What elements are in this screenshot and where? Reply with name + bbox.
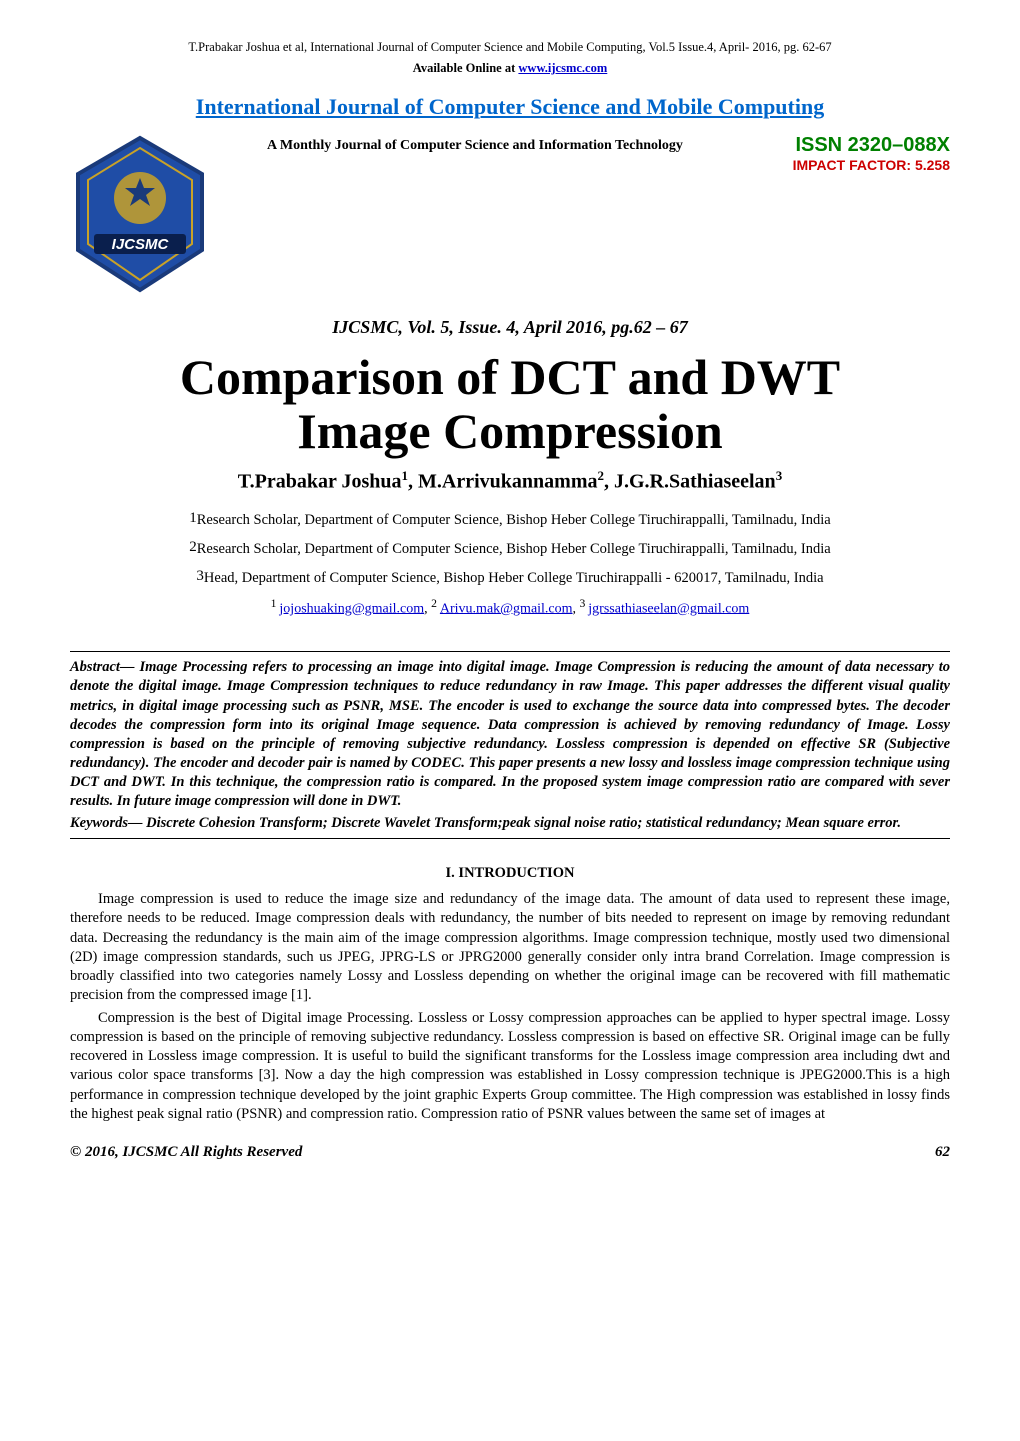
- emails: 1 jojoshuaking@gmail.com, 2 Arivu.mak@gm…: [70, 597, 950, 618]
- affiliation-1: 1Research Scholar, Department of Compute…: [70, 510, 950, 529]
- citation-line: IJCSMC, Vol. 5, Issue. 4, April 2016, pg…: [70, 317, 950, 338]
- email-2-link[interactable]: Arivu.mak@gmail.com: [440, 601, 573, 616]
- email-sep-2: ,: [573, 601, 580, 616]
- journal-title: International Journal of Computer Scienc…: [70, 94, 950, 120]
- ijcsmc-logo-icon: IJCSMC: [70, 134, 210, 294]
- keywords: Keywords— Discrete Cohesion Transform; D…: [70, 815, 950, 832]
- email-3-sup: 3: [580, 597, 589, 610]
- affil-3-text: Head, Department of Computer Science, Bi…: [204, 570, 824, 586]
- author-2: , M.Arrivukannamma: [408, 471, 597, 493]
- abstract: Abstract— Image Processing refers to pro…: [70, 658, 950, 811]
- author-3-sup: 3: [776, 468, 783, 483]
- rule-below-keywords: [70, 838, 950, 839]
- body-paragraph-2: Compression is the best of Digital image…: [70, 1009, 950, 1124]
- available-url-link[interactable]: www.ijcsmc.com: [518, 61, 607, 75]
- rule-above-abstract: [70, 651, 950, 652]
- author-3: , J.G.R.Sathiaseelan: [604, 471, 776, 493]
- svg-text:IJCSMC: IJCSMC: [112, 236, 170, 253]
- affil-2-num: 2: [189, 539, 197, 555]
- email-1-link[interactable]: jojoshuaking@gmail.com: [279, 601, 424, 616]
- author-1: T.Prabakar Joshua: [238, 471, 402, 493]
- page-number: 62: [935, 1144, 950, 1161]
- affil-1-text: Research Scholar, Department of Computer…: [197, 512, 831, 528]
- body-paragraph-1: Image compression is used to reduce the …: [70, 890, 950, 1005]
- affil-2-text: Research Scholar, Department of Computer…: [197, 541, 831, 557]
- paper-title-line1: Comparison of DCT and DWT: [180, 349, 840, 405]
- affil-3-num: 3: [196, 568, 204, 584]
- impact-factor: IMPACT FACTOR: 5.258: [740, 157, 950, 173]
- email-2-sup: 2: [431, 597, 440, 610]
- authors: T.Prabakar Joshua1, M.Arrivukannamma2, J…: [70, 468, 950, 494]
- running-head: T.Prabakar Joshua et al, International J…: [70, 40, 950, 55]
- affiliation-3: 3Head, Department of Computer Science, B…: [70, 568, 950, 587]
- email-3-link[interactable]: jgrssathiaseelan@gmail.com: [588, 601, 749, 616]
- issn: ISSN 2320–088X: [740, 134, 950, 157]
- paper-title-line2: Image Compression: [297, 403, 722, 459]
- available-online: Available Online at www.ijcsmc.com: [70, 61, 950, 76]
- journal-subtitle: A Monthly Journal of Computer Science an…: [226, 138, 724, 154]
- copyright: © 2016, IJCSMC All Rights Reserved: [70, 1144, 302, 1161]
- page-footer: © 2016, IJCSMC All Rights Reserved 62: [70, 1144, 950, 1161]
- journal-logo: IJCSMC: [70, 134, 210, 299]
- header-mid: A Monthly Journal of Computer Science an…: [226, 134, 724, 154]
- available-prefix: Available Online at: [413, 61, 519, 75]
- header-right: ISSN 2320–088X IMPACT FACTOR: 5.258: [740, 134, 950, 173]
- header-row: IJCSMC A Monthly Journal of Computer Sci…: [70, 134, 950, 299]
- affil-1-num: 1: [189, 510, 197, 526]
- affiliation-2: 2Research Scholar, Department of Compute…: [70, 539, 950, 558]
- paper-title: Comparison of DCT and DWT Image Compress…: [70, 350, 950, 458]
- section-heading-introduction: I. INTRODUCTION: [70, 865, 950, 882]
